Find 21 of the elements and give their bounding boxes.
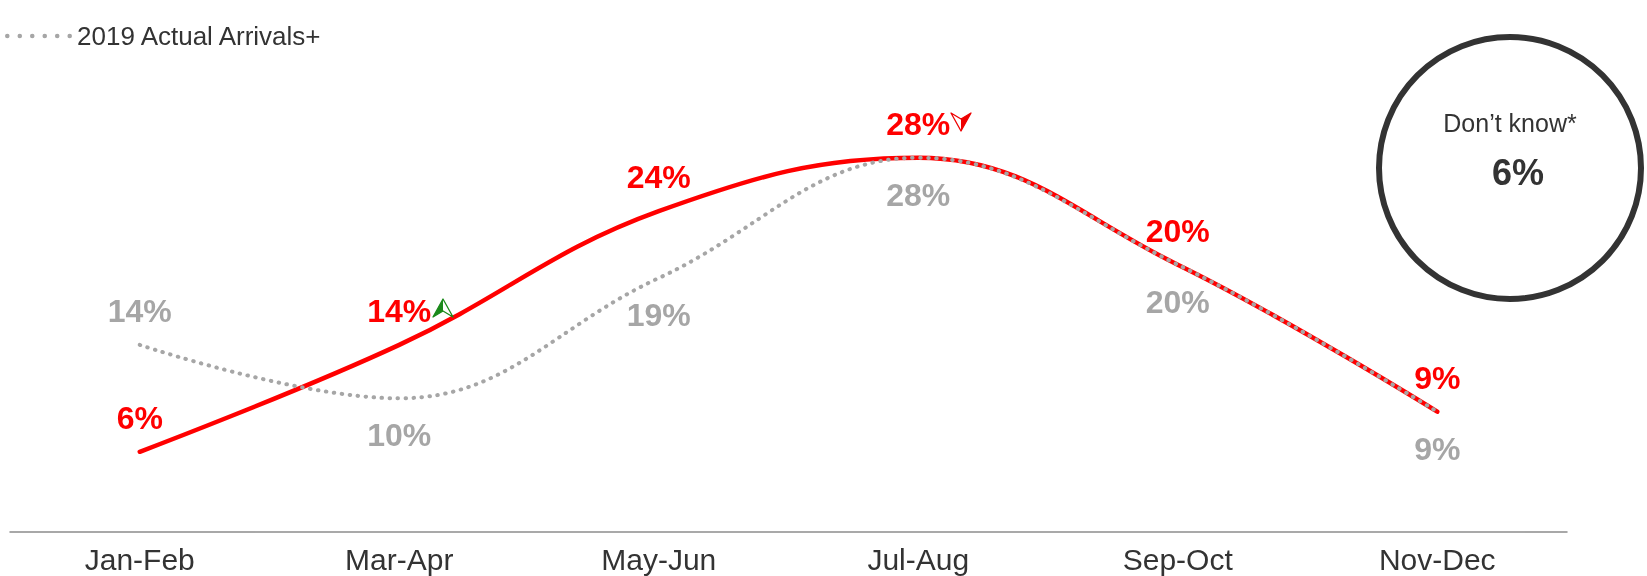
annotation: 6% [1491,152,1545,193]
data-label: 24% [626,159,691,196]
x-tick-label: Jul-Aug [867,542,970,576]
x-tick-label: Jan-Feb [84,542,195,576]
data-label: 10% [367,417,432,454]
data-label: 19% [626,297,691,334]
data-label: 14% [367,292,432,329]
data-label: 20% [1145,283,1210,320]
x-tick-label: May-Jun [601,542,717,576]
text: Don’t know* [1443,109,1577,137]
x-tick-label: Sep-Oct [1122,542,1234,576]
x-tick-label: Mar-Apr [345,542,454,576]
data-label: 20% [1145,212,1210,249]
data-label: 28% [886,176,951,213]
data-label: 9% [1414,359,1461,396]
x-tick-label: Nov-Dec [1378,542,1496,576]
data-label: 9% [1414,430,1461,467]
legend-label: 2019 Actual Arrivals+ [77,21,321,51]
data-label: 6% [116,399,163,436]
data-label: 28% [886,105,951,142]
data-label: 14% [107,292,172,329]
